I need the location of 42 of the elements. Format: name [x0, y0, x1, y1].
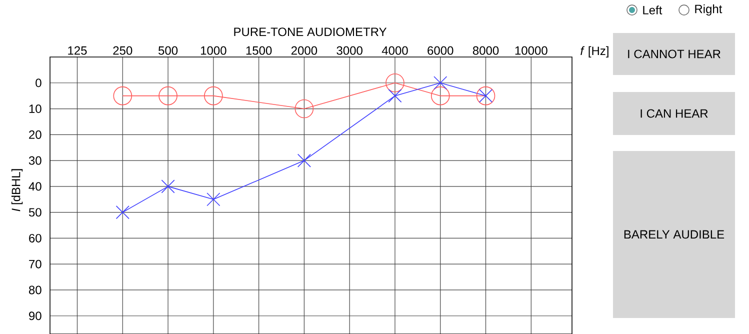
y-axis-title: I [dBHL]	[11, 169, 23, 212]
x-tick-label: 4000	[382, 46, 408, 55]
y-tick-label: 30	[28, 156, 42, 165]
point	[116, 206, 130, 220]
point	[161, 180, 175, 194]
x-tick-label: 6000	[428, 46, 454, 55]
y-tick-label: 80	[28, 286, 42, 294]
x-tick-label: 1500	[246, 46, 272, 55]
x-tick-label: 500	[158, 46, 178, 55]
x-tick-label: 8000	[472, 46, 499, 55]
point	[206, 192, 220, 206]
y-tick-label: 50	[28, 208, 42, 217]
point	[476, 86, 496, 106]
point	[297, 154, 311, 168]
point	[204, 86, 223, 106]
y-tick-label: 10	[29, 104, 42, 114]
point	[294, 99, 314, 118]
y-tick-label: 40	[28, 182, 42, 191]
y-tick-label: 20	[29, 130, 42, 139]
point	[430, 86, 450, 106]
text: BARELY AUDIBLE	[624, 230, 724, 239]
text: I CAN HEAR	[640, 109, 708, 118]
x-tick-label: 1000	[200, 46, 226, 55]
y-tick-label: 70	[29, 260, 42, 268]
text: Left	[643, 6, 662, 14]
x-tick-label: 2000	[291, 46, 318, 55]
point	[388, 89, 402, 103]
x-tick-label: 10000	[515, 46, 548, 55]
y-tick-label: 60	[29, 234, 42, 242]
x-tick-label: 250	[113, 46, 132, 55]
text: I CANNOT HEAR	[628, 50, 720, 58]
point	[113, 86, 132, 106]
text: Right	[695, 4, 722, 16]
point	[158, 86, 178, 106]
x-axis-title: f [Hz]	[580, 46, 608, 58]
y-tick-label: 90	[29, 312, 42, 320]
point	[434, 76, 448, 90]
x-tick-label: 3000	[336, 46, 362, 55]
chart-title: PURE-TONE AUDIOMETRY	[234, 28, 387, 36]
point	[386, 73, 404, 92]
y-tick-label: 0	[36, 78, 42, 88]
x-tick-label: 125	[68, 46, 87, 55]
